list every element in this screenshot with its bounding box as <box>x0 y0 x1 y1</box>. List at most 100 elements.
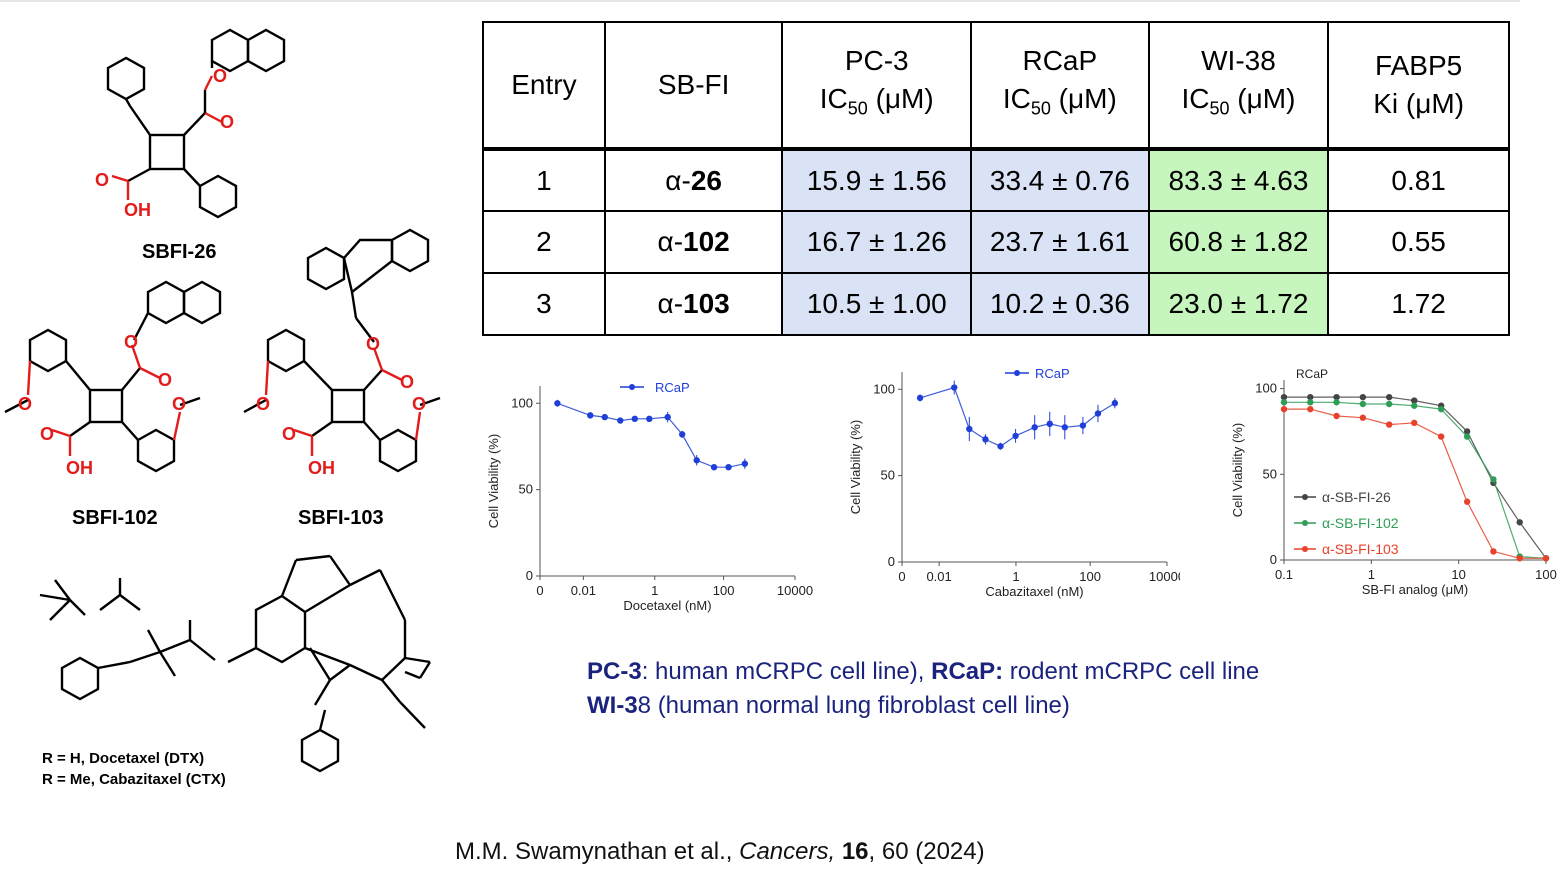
x-tick-label: 100 <box>1535 567 1557 582</box>
fit-curve-2 <box>1284 408 1546 559</box>
x-tick-label: 0.01 <box>571 583 596 598</box>
sbfi-26-label: SBFI-26 <box>142 241 217 263</box>
citation-journal: Cancers, <box>739 838 836 865</box>
y-tick-label: 50 <box>1263 466 1277 481</box>
data-point <box>601 413 608 421</box>
data-point <box>1307 399 1314 406</box>
atom-o: O <box>40 424 54 444</box>
y-axis-label: Cell Viability (%) <box>1230 423 1245 517</box>
data-point <box>646 415 653 423</box>
y-tick-label: 0 <box>888 554 895 569</box>
data-point <box>678 431 686 438</box>
header-pc3: PC-3 IC50 (μM) <box>781 21 973 151</box>
data-point <box>1542 555 1550 562</box>
data-point <box>1385 393 1393 401</box>
atom-o: O <box>124 332 138 352</box>
data-point <box>951 384 958 391</box>
cell-line-notes: PC-3: human mCRPC cell line), RCaP: rode… <box>587 655 1259 723</box>
citation-pages-year: , 60 (2024) <box>868 838 985 865</box>
data-point <box>1280 405 1288 413</box>
x-axis-label: Cabazitaxel (nM) <box>985 584 1083 599</box>
data-point <box>1061 424 1069 431</box>
chemical-structures: O OH O O O OH O O O O O OH O O O O NH OH… <box>4 28 441 773</box>
x-tick-label: 10000 <box>777 583 813 598</box>
cell-wi38: 23.0 ± 1.72 <box>1147 272 1330 336</box>
y-tick-label: 100 <box>511 395 533 410</box>
y-tick-label: 0 <box>1270 552 1277 567</box>
header-wi38-name: WI-38 <box>1201 45 1276 77</box>
cell-entry: 1 <box>482 148 606 212</box>
atom-o: O <box>256 394 270 414</box>
legend-label: α-SB-FI-103 <box>1322 541 1399 557</box>
note-pc3: PC-3 <box>587 658 642 685</box>
data-point <box>1411 419 1418 427</box>
data-point <box>710 463 718 471</box>
sbfi-26-structure <box>106 28 286 219</box>
data-point <box>1280 399 1288 406</box>
legend-marker <box>1302 494 1308 500</box>
note-wi38: WI-3 <box>587 692 638 719</box>
y-tick-label: 50 <box>881 468 895 483</box>
x-tick-label: 10000 <box>1149 569 1180 584</box>
x-tick-label: 100 <box>713 583 735 598</box>
cell-compound: α-102 <box>603 210 784 274</box>
header-ic: IC <box>819 83 848 115</box>
data-point <box>664 413 671 421</box>
data-point <box>1516 555 1523 562</box>
chart-cabazitaxel: 0 50 100 0 0.01 1 100 10000 Cabazitaxel (nM) Cell… <box>848 366 1180 599</box>
note-rcap-desc: rodent mCRPC cell line <box>1003 658 1260 685</box>
cell-pc3: 15.9 ± 1.56 <box>781 148 973 212</box>
cell-pc3: 16.7 ± 1.26 <box>781 210 973 274</box>
cell-pc3: 10.5 ± 1.00 <box>781 272 973 336</box>
cell-fabp5: 0.81 <box>1327 148 1510 212</box>
data-point <box>966 425 973 433</box>
x-axis-label: Docetaxel (nM) <box>623 598 711 613</box>
note-pc3-desc: : human mCRPC cell line), <box>641 658 932 685</box>
y-tick-label: 50 <box>519 482 533 497</box>
data-point <box>725 463 732 471</box>
atom-o: O <box>213 66 227 86</box>
atom-o: O <box>336 560 350 580</box>
data-point <box>916 394 924 402</box>
cell-fabp5: 0.55 <box>1327 210 1510 274</box>
cell-compound: α-26 <box>603 148 784 212</box>
data-point <box>1411 402 1418 409</box>
header-rcap: RCaP IC50 (μM) <box>970 21 1150 151</box>
x-tick-label: 0.01 <box>926 569 951 584</box>
data-point <box>693 457 700 464</box>
legend-marker <box>1302 520 1308 526</box>
citation: M.M. Swamynathan et al., Cancers, 16, 60… <box>455 838 985 866</box>
data-point <box>1437 405 1445 413</box>
table-row: 2 α-102 16.7 ± 1.26 23.7 ± 1.61 60.8 ± 1… <box>482 210 1510 274</box>
header-unit: (μM) <box>1050 83 1117 115</box>
cell-rcap: 23.7 ± 1.61 <box>970 210 1150 274</box>
header-sub: 50 <box>1030 98 1051 119</box>
top-divider <box>0 0 1520 2</box>
header-sub: 50 <box>847 98 868 119</box>
header-sub: 50 <box>1209 98 1230 119</box>
cell-fabp5: 1.72 <box>1327 272 1510 336</box>
data-point <box>1516 519 1523 526</box>
taxane-structure <box>39 554 432 773</box>
chart-title: RCaP <box>1296 367 1328 381</box>
data-point <box>1111 399 1119 407</box>
data-point <box>1031 424 1038 431</box>
data-point <box>617 417 624 424</box>
data-point <box>1463 498 1471 505</box>
cell-rcap: 10.2 ± 0.36 <box>970 272 1150 336</box>
data-point <box>1490 548 1497 555</box>
compound-prefix: α- <box>665 164 691 196</box>
chart-sbfi-analogs: 0 50 100 0.1 1 10 100 SB-FI analog (μM) Cell Via… <box>1230 367 1557 597</box>
y-axis-label: Cell Viability (%) <box>848 420 863 514</box>
x-tick-label: 0.1 <box>1275 567 1293 582</box>
atom-oh: OH <box>124 200 151 220</box>
data-point <box>1463 428 1471 435</box>
header-sbfi: SB-FI <box>603 21 784 151</box>
x-tick-label: 0 <box>898 569 905 584</box>
legend-marker <box>629 384 635 390</box>
atom-o: O <box>220 112 234 132</box>
data-point <box>587 412 594 419</box>
data-point <box>631 415 638 423</box>
citation-authors: M.M. Swamynathan et al., <box>455 838 740 865</box>
header-entry: Entry <box>482 21 606 151</box>
